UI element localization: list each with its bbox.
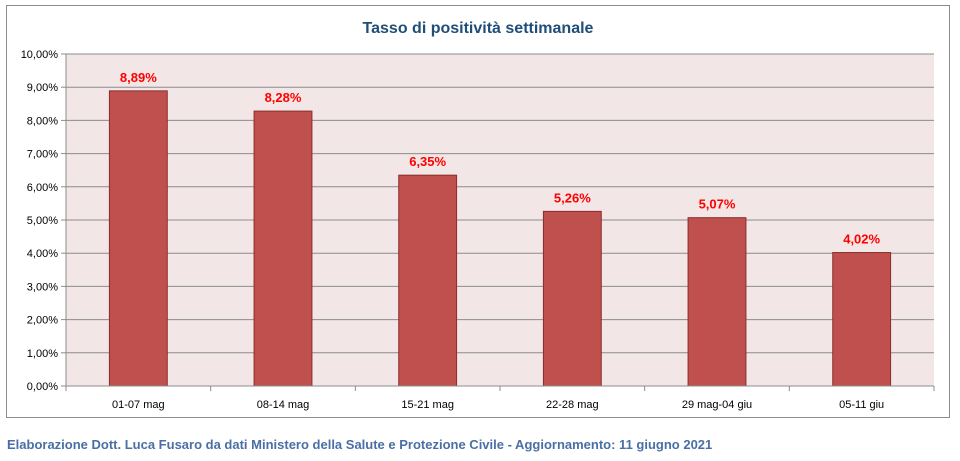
- data-label: 8,89%: [120, 70, 157, 85]
- y-tick-label: 2,00%: [27, 315, 58, 327]
- x-tick-label: 22-28 mag: [546, 399, 599, 411]
- y-tick-label: 1,00%: [27, 348, 58, 360]
- gridlines: [66, 53, 934, 354]
- bar: [687, 217, 747, 387]
- y-tick-label: 7,00%: [27, 149, 58, 161]
- labels: 0,00% 1,00% 2,00% 3,00% 4,00% 5,00% 6,00% 7,00%…: [21, 49, 885, 411]
- bar: [832, 252, 892, 387]
- x-tick-label: 15-21 mag: [401, 399, 454, 411]
- y-tick-label: 6,00%: [27, 182, 58, 194]
- y-tick-label: 5,00%: [27, 215, 58, 227]
- x-tick-label: 08-14 mag: [257, 399, 310, 411]
- bar: [398, 174, 458, 387]
- y-tick-label: 8,00%: [27, 115, 58, 127]
- data-label: 8,28%: [265, 90, 302, 105]
- x-tick-label: 01-07 mag: [112, 399, 165, 411]
- y-tick-label: 3,00%: [27, 281, 58, 293]
- bar: [253, 110, 313, 387]
- data-label: 6,35%: [409, 154, 446, 169]
- y-tick-label: 0,00%: [27, 381, 58, 393]
- bar: [108, 90, 168, 387]
- y-tick-label: 10,00%: [21, 49, 59, 61]
- bar: [542, 210, 602, 387]
- x-tick-label: 29 mag-04 giu: [682, 399, 752, 411]
- data-label: 5,07%: [699, 197, 736, 212]
- axes: [61, 53, 935, 391]
- y-tick-label: 4,00%: [27, 248, 58, 260]
- data-label: 5,26%: [554, 190, 591, 205]
- footer-note: Elaborazione Dott. Luca Fusaro da dati M…: [7, 437, 713, 452]
- x-tick-label: 05-11 giu: [839, 399, 884, 411]
- y-tick-label: 9,00%: [27, 82, 58, 94]
- data-label: 4,02%: [843, 232, 880, 247]
- chart-title: Tasso di positività settimanale: [363, 20, 594, 37]
- bars: [108, 90, 892, 387]
- bar-chart: 0,00% 1,00% 2,00% 3,00% 4,00% 5,00% 6,00% 7,00%…: [21, 20, 935, 411]
